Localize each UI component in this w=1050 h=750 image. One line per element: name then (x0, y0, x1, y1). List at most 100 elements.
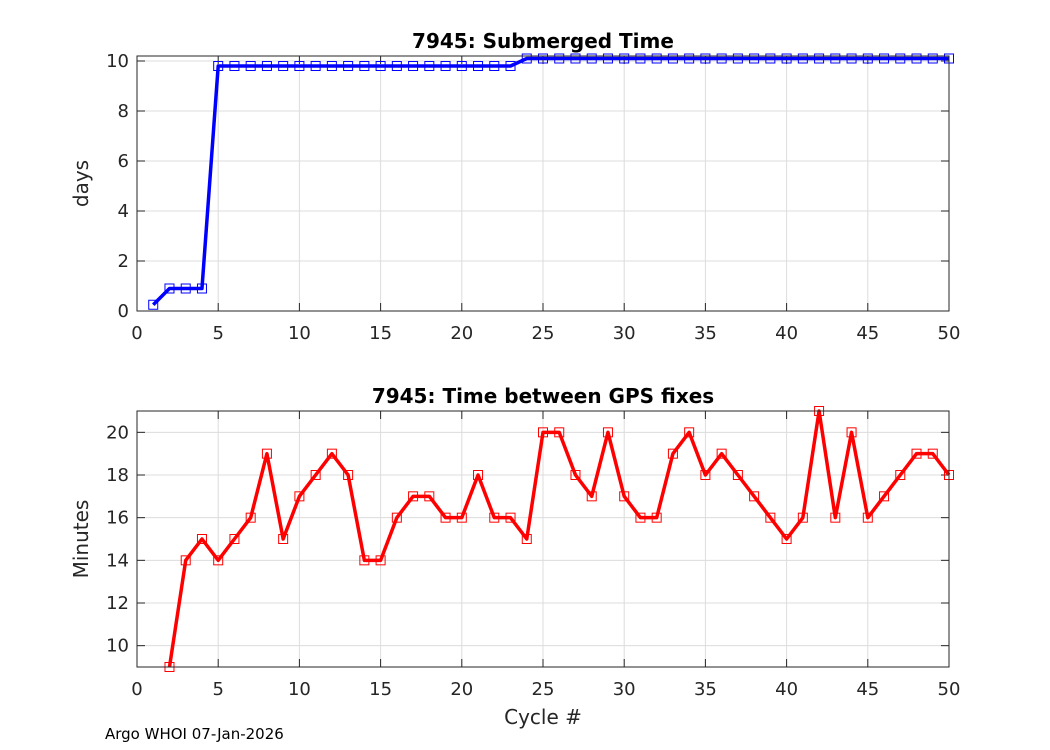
gps-fix-time-ytick-label: 16 (106, 508, 129, 529)
submerged-time-data-point (326, 61, 337, 71)
submerged-time-xtick-label: 35 (694, 323, 717, 344)
gps-fix-time-data-point (651, 512, 662, 523)
gps-fix-time-data-point (749, 491, 760, 502)
footer-text: Argo WHOI 07-Jan-2026 (105, 725, 284, 743)
gps-fix-time-data-point (326, 448, 337, 459)
gps-fix-time-data-point (261, 448, 272, 459)
gps-fix-time-data-point (505, 512, 516, 523)
submerged-time-ytick-label: 10 (106, 51, 129, 72)
submerged-time-ytick-label: 6 (118, 151, 129, 172)
gps-fix-time-data-point (359, 555, 370, 566)
submerged-time-data-point (375, 61, 386, 71)
submerged-time-data-point (635, 53, 646, 64)
submerged-time-data-point (586, 53, 597, 64)
gps-fix-time-xtick-label: 5 (212, 679, 223, 700)
gps-fix-time-xtick-label: 45 (856, 679, 879, 700)
submerged-time-data-point (570, 53, 581, 64)
submerged-time-data-point (229, 61, 240, 71)
gps-fix-time-ytick-label: 10 (106, 636, 129, 657)
submerged-time-data-point (830, 53, 841, 64)
submerged-time-data-point (879, 53, 890, 64)
submerged-time-data-point (895, 53, 906, 64)
gps-fix-time-data-point (684, 427, 695, 438)
gps-fix-time-xtick-label: 40 (775, 679, 798, 700)
gps-fix-time-ylabel: Minutes (69, 500, 93, 579)
gps-fix-time-xtick-label: 0 (131, 679, 142, 700)
submerged-time-ytick-label: 0 (118, 301, 129, 322)
submerged-time-data-point (927, 53, 938, 64)
submerged-time-xtick-label: 5 (212, 323, 223, 344)
submerged-time-title: 7945: Submerged Time (412, 29, 674, 53)
gps-fix-time-data-point (619, 491, 630, 502)
gps-fix-time-data-point (797, 512, 808, 523)
gps-fix-time-axes-box (136, 410, 950, 668)
submerged-time-data-point (359, 61, 370, 71)
gps-fix-time-data-point (278, 534, 289, 544)
gps-fix-time-ytick-label: 18 (106, 465, 129, 486)
submerged-time-data-point (148, 299, 159, 310)
submerged-time-data-point (700, 53, 711, 64)
submerged-time-data-point (164, 283, 175, 294)
submerged-time-data-point (310, 61, 321, 71)
gps-fix-time-data-point (489, 512, 500, 523)
gps-fix-time-data-point (180, 555, 191, 566)
gps-fix-time-data-point (781, 534, 792, 544)
gps-fix-time-data-point (862, 512, 873, 523)
submerged-time-data-point (521, 53, 532, 64)
gps-fix-time-data-point (196, 534, 207, 544)
submerged-time-data-point (538, 53, 548, 64)
gps-fix-time-xlabel: Cycle # (504, 705, 582, 729)
submerged-time-data-point (245, 61, 256, 71)
gps-fix-time-data-point (700, 470, 711, 480)
gps-fix-time-xtick-label: 15 (369, 679, 392, 700)
submerged-time-data-point (180, 283, 191, 294)
gps-fix-time-data-point (424, 491, 435, 502)
gps-fix-time-xtick-label: 25 (532, 679, 555, 700)
gps-fix-time-data-point (911, 448, 922, 459)
submerged-time-data-point (716, 53, 727, 64)
gps-fix-time-data-point (732, 470, 743, 480)
gps-fix-time-data-point (473, 470, 484, 480)
gps-fix-time-data-point (343, 470, 354, 480)
submerged-time-data-point (781, 53, 792, 64)
gps-fix-time-data-point (310, 470, 321, 480)
submerged-time-data-point (732, 53, 743, 64)
submerged-time-ytick-label: 4 (118, 201, 129, 222)
gps-fix-time-data-point (229, 534, 240, 544)
gps-fix-time-xtick-label: 50 (938, 679, 961, 700)
gps-fix-time-xtick-label: 20 (450, 679, 473, 700)
submerged-time-data-point (684, 53, 695, 64)
gps-fix-time-data-point (375, 555, 386, 566)
submerged-time-data-point (456, 61, 467, 71)
submerged-time-xtick-label: 30 (613, 323, 636, 344)
submerged-time-data-point (473, 61, 484, 71)
gps-fix-time-data-point (245, 512, 256, 523)
submerged-time-ylabel: days (69, 160, 93, 207)
gps-fix-time-xtick-label: 35 (694, 679, 717, 700)
submerged-time-xtick-label: 10 (288, 323, 311, 344)
submerged-time-ytick-label: 2 (118, 251, 129, 272)
submerged-time-data-point (408, 61, 419, 71)
gps-fix-time-data-point (879, 491, 890, 502)
submerged-time-data-point (343, 61, 354, 71)
submerged-time-data-point (391, 61, 402, 71)
submerged-time-xtick-label: 50 (938, 323, 961, 344)
submerged-time-data-point (862, 53, 873, 64)
gps-fix-time-data-point (554, 427, 565, 438)
submerged-time-xtick-label: 45 (856, 323, 879, 344)
submerged-time-axes-box (136, 55, 950, 312)
gps-fix-time-data-point (570, 470, 581, 480)
submerged-time-data-point (667, 53, 678, 64)
submerged-time-xtick-label: 40 (775, 323, 798, 344)
submerged-time-data-point (651, 53, 662, 64)
gps-fix-time-data-point (213, 555, 224, 566)
gps-fix-time-data-point (456, 512, 467, 523)
gps-fix-time-xtick-label: 30 (613, 679, 636, 700)
submerged-time-data-point (213, 61, 224, 71)
submerged-time-xtick-label: 0 (131, 323, 142, 344)
gps-fix-time-xtick-label: 10 (288, 679, 311, 700)
submerged-time-data-point (489, 61, 500, 71)
submerged-time-data-point (619, 53, 630, 64)
gps-fix-time-data-point (895, 470, 906, 480)
